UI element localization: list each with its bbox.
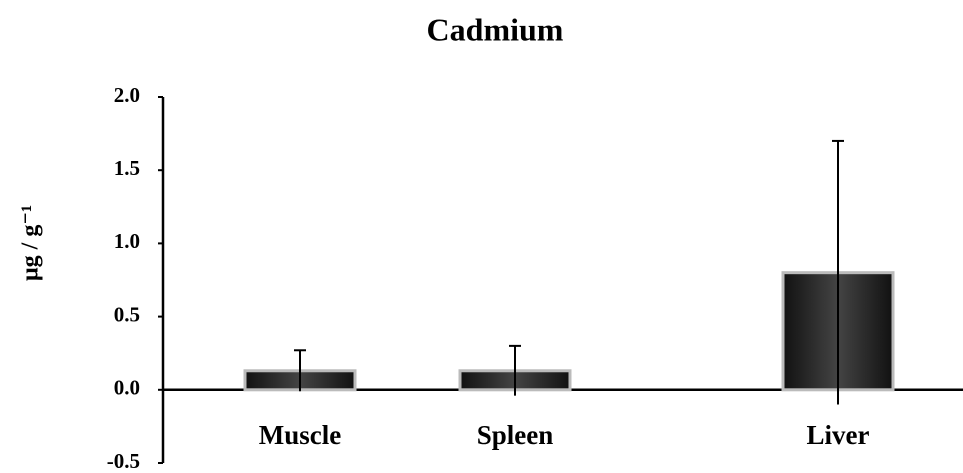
y-tick-label: 1.0 [114,229,140,253]
y-tick-label: -0.5 [107,449,140,473]
chart-title: Cadmium [427,11,564,47]
y-tick-label: 0.5 [114,302,140,326]
x-tick-label: Liver [807,420,870,450]
y-tick-label: 1.5 [114,156,140,180]
x-tick-label: Spleen [477,420,554,450]
y-tick-label: 0.0 [114,376,140,400]
y-tick-label: 2.0 [114,83,140,107]
x-tick-label: Muscle [259,420,341,450]
y-axis-label: µg / g⁻¹ [18,205,44,281]
